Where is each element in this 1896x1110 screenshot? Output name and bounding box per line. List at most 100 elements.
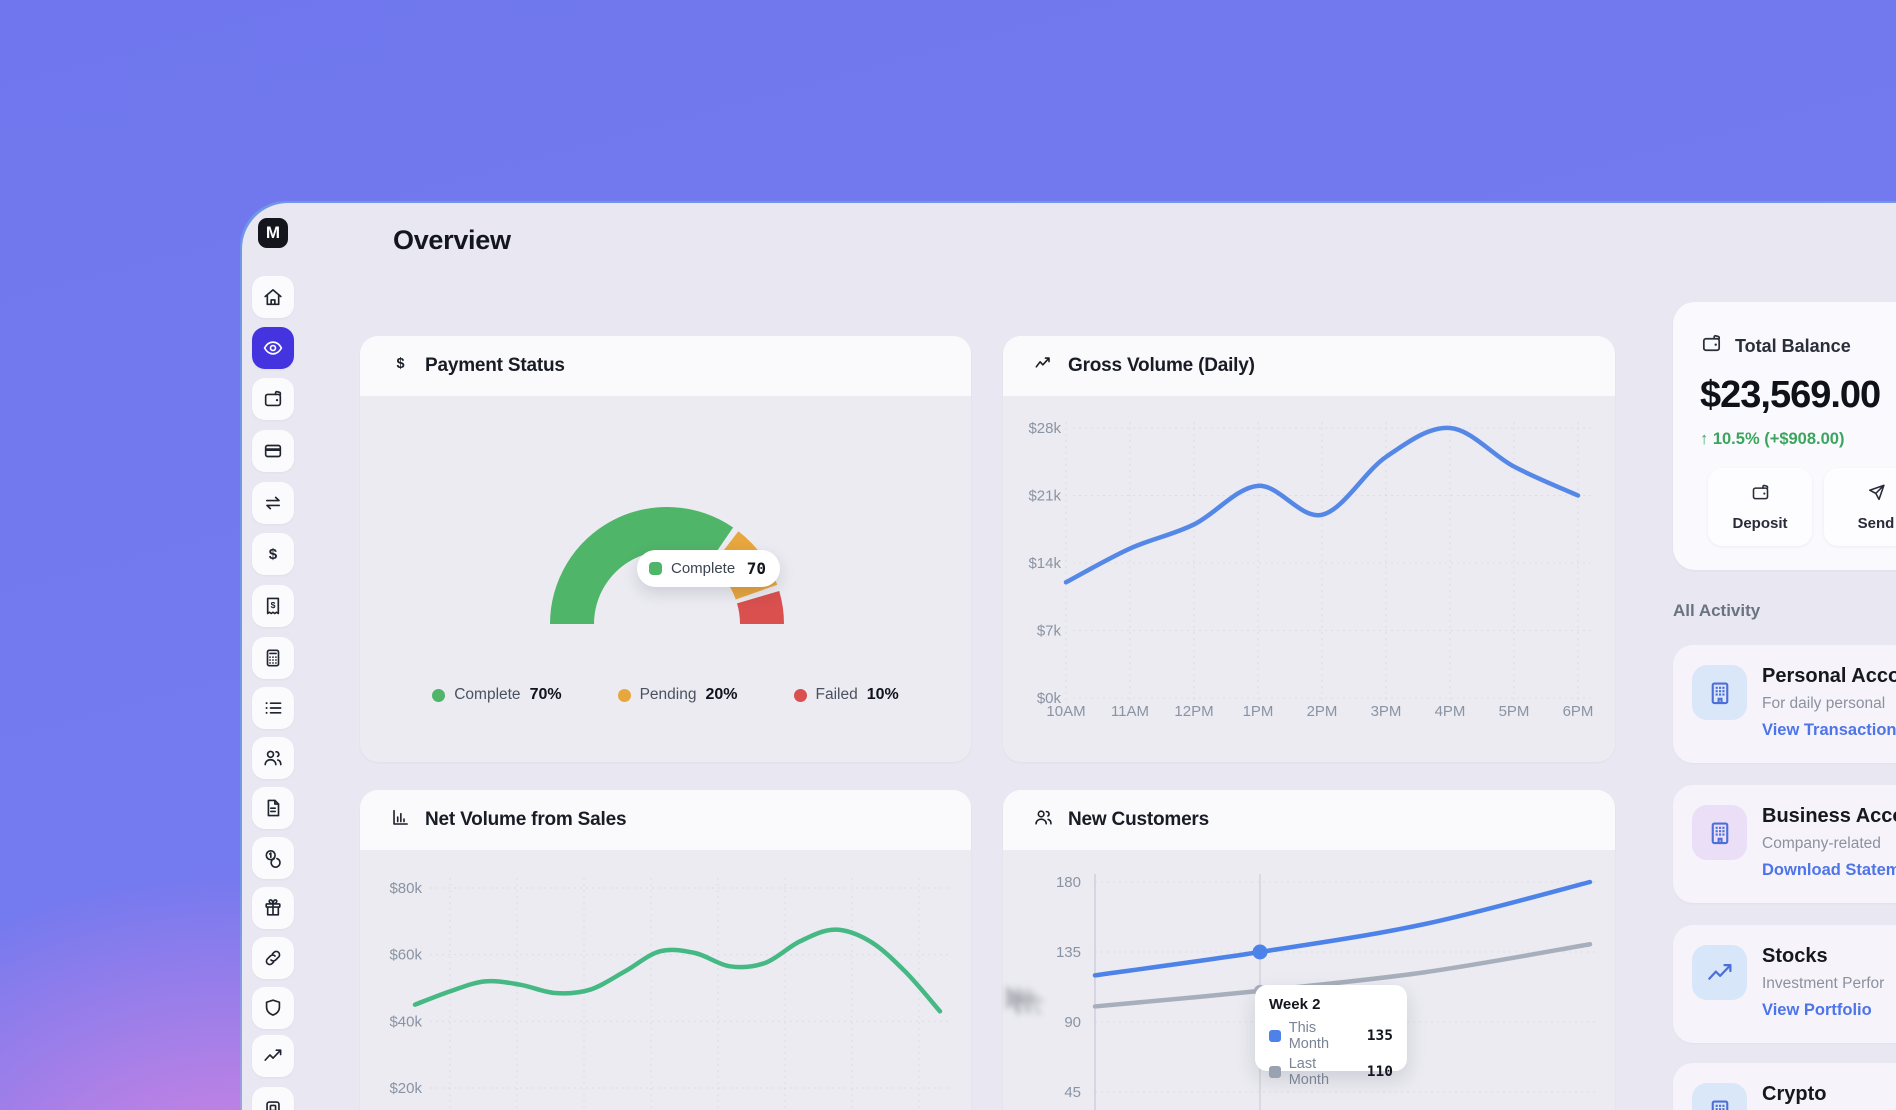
sidebar-item-receipt[interactable]: $ xyxy=(252,585,294,627)
dollar-icon: $ xyxy=(269,546,278,563)
svg-text:1PM: 1PM xyxy=(1243,703,1274,720)
dollar-icon: $ xyxy=(390,353,411,379)
activity-title: Crypto xyxy=(1762,1083,1827,1105)
balance-change: ↑ 10.5% (+$908.00) xyxy=(1700,430,1845,448)
sidebar-item-transfer[interactable] xyxy=(252,482,294,524)
svg-text:$60k: $60k xyxy=(389,947,422,964)
page-title: Overview xyxy=(393,225,511,255)
send-icon xyxy=(1866,482,1887,508)
tooltip-label: Complete xyxy=(671,560,736,577)
sidebar-item-calculator[interactable] xyxy=(252,637,294,679)
gross-volume-card: $28k $21k $14k $7k $0k 10AM 11AM 12PM 1PM 2PM 3PM 4… xyxy=(1003,336,1615,762)
credit-card-icon xyxy=(264,444,282,458)
svg-text:4PM: 4PM xyxy=(1435,703,1466,720)
svg-text:$: $ xyxy=(271,600,276,610)
chart-tooltip: Week 2 This Month 135 Last Month 110 xyxy=(1255,985,1407,1088)
legend-dot xyxy=(793,688,807,702)
svg-text:12PM: 12PM xyxy=(1174,703,1213,720)
legend-label: Failed xyxy=(815,686,858,703)
users-icon xyxy=(1035,810,1052,825)
sidebar-item-list[interactable] xyxy=(252,687,294,729)
dashboard-window: M Overview $ $ $ Payment Status Complete … xyxy=(242,203,1896,1110)
activity-subtitle: Company-related xyxy=(1762,835,1881,852)
legend-item-pending: Pending 20% xyxy=(617,686,738,704)
sidebar-item-home[interactable] xyxy=(252,276,294,318)
svg-text:3PM: 3PM xyxy=(1371,703,1402,720)
dollar-icon: $ xyxy=(396,356,404,372)
coins-icon xyxy=(265,850,281,868)
card-title: Net Volume from Sales xyxy=(425,809,627,830)
balance-header: Total Balance xyxy=(1700,332,1851,360)
svg-text:45: 45 xyxy=(1064,1084,1081,1101)
trend-icon xyxy=(1033,353,1054,379)
activity-link[interactable]: View Transaction xyxy=(1762,721,1896,739)
net-volume-card: $80k $60k $40k $20k Net Volume from Sales xyxy=(360,790,971,1110)
new-customers-card: 180 135 90 45 New Customers Week 2 This Mon… xyxy=(1003,790,1615,1110)
document-icon xyxy=(267,799,280,817)
legend-dot xyxy=(432,688,446,702)
series-value: 135 xyxy=(1366,1028,1393,1044)
sidebar-item-window[interactable] xyxy=(252,1087,294,1110)
building-icon xyxy=(1692,665,1747,720)
activity-link[interactable]: Download Statem xyxy=(1762,861,1896,879)
sidebar-item-dollar[interactable]: $ xyxy=(252,533,294,575)
sidebar-item-eye[interactable] xyxy=(252,327,294,369)
activity-item-crypto[interactable]: CryptoWallet & Exchang xyxy=(1673,1063,1896,1110)
svg-text:6PM: 6PM xyxy=(1563,703,1594,720)
deposit-button[interactable]: Deposit xyxy=(1708,468,1812,546)
activity-item-stocks[interactable]: Stocks Investment Perfor View Portfolio xyxy=(1673,925,1896,1043)
net-volume-chart: $80k $60k $40k $20k xyxy=(389,878,952,1110)
series-swatch xyxy=(1269,1066,1281,1078)
svg-text:$20k: $20k xyxy=(389,1080,422,1097)
activity-item-business-accou[interactable]: Business Accou Company-related Download St… xyxy=(1673,785,1896,903)
sidebar-item-gift[interactable] xyxy=(252,887,294,929)
sidebar-item-coins[interactable] xyxy=(252,837,294,879)
wallet-icon xyxy=(1750,482,1771,508)
legend-value: 10% xyxy=(866,686,899,703)
tooltip-row: This Month 135 xyxy=(1269,1020,1393,1052)
sidebar-item-shield[interactable] xyxy=(252,987,294,1029)
svg-text:90: 90 xyxy=(1064,1014,1081,1031)
svg-text:10AM: 10AM xyxy=(1046,703,1085,720)
legend-swatch xyxy=(649,562,662,575)
transfer-icon xyxy=(265,496,281,510)
legend-label: Pending xyxy=(639,686,697,703)
sidebar-item-trending-up[interactable] xyxy=(252,1035,294,1077)
sidebar-item-credit-card[interactable] xyxy=(252,430,294,472)
svg-text:135: 135 xyxy=(1056,944,1081,961)
sidebar-item-users[interactable] xyxy=(252,737,294,779)
app-logo[interactable]: M xyxy=(258,218,288,248)
card-title: Payment Status xyxy=(425,355,565,376)
svg-text:$28k: $28k xyxy=(1028,420,1061,437)
window-icon xyxy=(266,1101,280,1110)
series-swatch xyxy=(1269,1030,1281,1042)
sidebar-item-link[interactable] xyxy=(252,937,294,979)
activity-title: Business Accou xyxy=(1762,805,1896,827)
trending-up-icon xyxy=(1692,945,1747,1000)
trending-up-icon xyxy=(264,1049,282,1061)
sidebar-item-document[interactable] xyxy=(252,787,294,829)
series-label: This Month xyxy=(1288,1020,1330,1052)
activity-title: Stocks xyxy=(1762,945,1828,967)
activity-item-personal-accou[interactable]: Personal Accou For daily personal View Tra… xyxy=(1673,645,1896,763)
balance-amount: $23,569.00 xyxy=(1700,374,1881,416)
building-icon xyxy=(1711,821,1728,844)
card-title: Gross Volume (Daily) xyxy=(1068,355,1255,376)
activity-link[interactable]: View Portfolio xyxy=(1762,1001,1872,1019)
send-button[interactable]: Send xyxy=(1824,468,1896,546)
wallet-icon xyxy=(1752,484,1768,500)
building-icon xyxy=(1692,1083,1747,1110)
card-header: Net Volume from Sales xyxy=(360,790,971,850)
calculator-icon xyxy=(266,649,280,667)
gauge-legend: Complete 70% Pending 20% Failed 10% xyxy=(360,686,971,704)
send-icon xyxy=(1868,484,1885,501)
sidebar-item-wallet[interactable] xyxy=(252,378,294,420)
tooltip-row: Last Month 110 xyxy=(1269,1056,1393,1088)
trending-up-icon xyxy=(1707,963,1731,980)
eye-icon xyxy=(263,341,283,355)
shield-icon xyxy=(265,999,281,1016)
svg-text:$40k: $40k xyxy=(389,1013,422,1030)
list-icon xyxy=(265,702,282,714)
payment-status-card: $ Payment Status Complete 70 Complete 70%… xyxy=(360,336,971,762)
